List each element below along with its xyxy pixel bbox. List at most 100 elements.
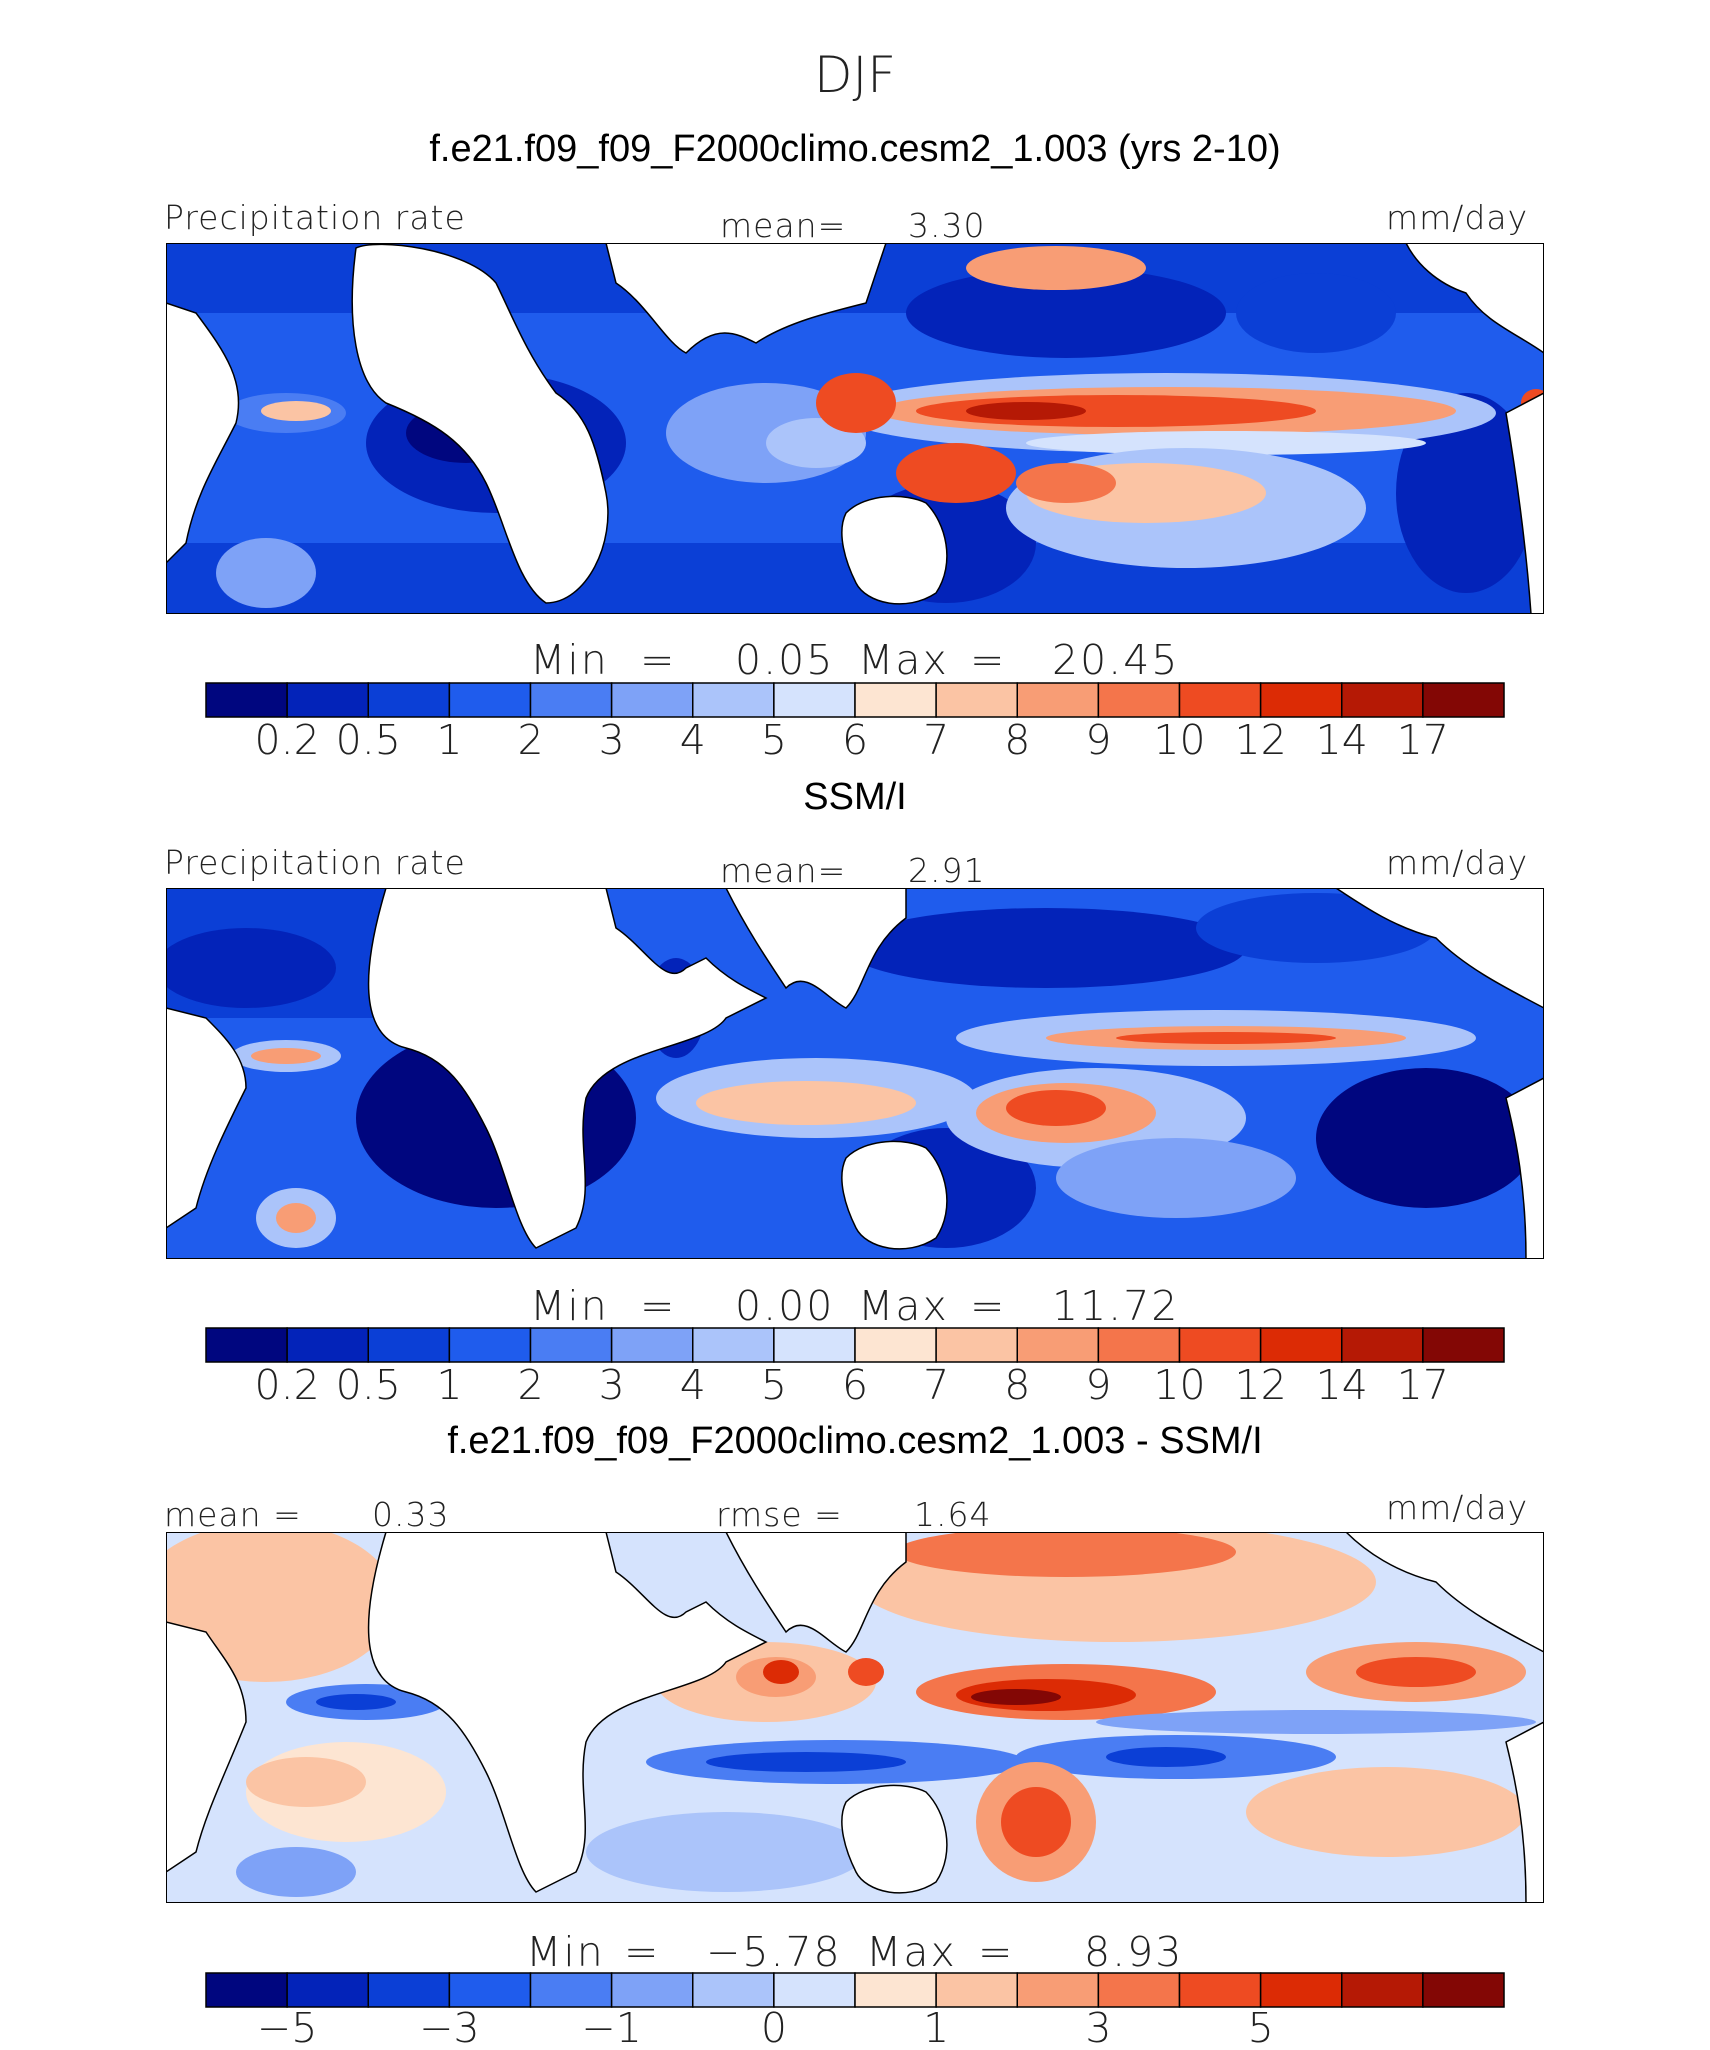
panel2-colorbar-swatch bbox=[1422, 1327, 1505, 1363]
panel3-colorbar-swatch bbox=[610, 1972, 694, 2008]
panel1-colorbar-tick-label: 7 bbox=[923, 720, 949, 764]
panel2-colorbar-swatch bbox=[1097, 1327, 1181, 1363]
panel3-colorbar bbox=[205, 1972, 1505, 2008]
panel3-rmse-label: rmse = bbox=[716, 1495, 843, 1534]
panel1-colorbar-tick-label: 8 bbox=[1004, 720, 1030, 764]
panel3-colorbar-tick-label: 5 bbox=[1248, 2008, 1274, 2050]
panel2-colorbar-tick-label: 14 bbox=[1316, 1365, 1368, 1409]
panel1-colorbar-ticks: 0.2 0.5 1 2 3 4 5 6 7 8 9 10 12 14 17 bbox=[255, 720, 1449, 764]
panel3-title: f.e21.f09_f09_F2000climo.cesm2_1.003 - S… bbox=[447, 1420, 1263, 1462]
panel2-colorbar-tick-label: 10 bbox=[1153, 1365, 1205, 1409]
panel2-mean-label: mean= bbox=[720, 851, 847, 890]
panel2-equals-2: = bbox=[970, 1282, 1007, 1330]
panel2-map-svg bbox=[156, 887, 1545, 1260]
panel3-colorbar-swatch bbox=[1178, 1972, 1262, 2008]
panel1-title: f.e21.f09_f09_F2000climo.cesm2_1.003 (yr… bbox=[429, 128, 1281, 170]
panel1-units: mm/day bbox=[1386, 198, 1529, 237]
panel3-colorbar-swatch bbox=[529, 1972, 613, 2008]
panel2-colorbar-tick-label: 9 bbox=[1085, 1365, 1111, 1409]
panel1-colorbar-swatch bbox=[529, 682, 613, 718]
panel3-colorbar-swatch bbox=[773, 1972, 856, 2008]
panel2-colorbar-tick-label: 3 bbox=[599, 1365, 625, 1409]
panel3-map-svg bbox=[136, 1522, 1545, 1904]
panel3-colorbar-swatch bbox=[286, 1972, 370, 2008]
panel2-units: mm/day bbox=[1386, 843, 1529, 882]
panel3-colorbar-swatch bbox=[935, 1972, 1019, 2008]
panel1-max-label: Max bbox=[858, 636, 949, 684]
panel1-colorbar-swatch bbox=[773, 682, 856, 718]
panel3-map bbox=[136, 1522, 1545, 1904]
panel1-colorbar-tick-label: 1 bbox=[436, 720, 462, 764]
panel1-colorbar-swatch bbox=[286, 682, 370, 718]
panel3-max-label: Max bbox=[866, 1928, 957, 1976]
panel2-colorbar-tick-label: 0.2 bbox=[255, 1365, 320, 1409]
panel1-colorbar-swatch bbox=[854, 682, 937, 718]
panel3-colorbar-tick-label: 0 bbox=[761, 2008, 787, 2050]
panel3-colorbar-tick-label: −1 bbox=[581, 2008, 641, 2050]
panel1-colorbar-swatch bbox=[367, 682, 451, 718]
panel2-min-value: 0.00 bbox=[735, 1282, 835, 1330]
panel2-max-value: 11.72 bbox=[1052, 1282, 1180, 1330]
panel3-colorbar-tick-label: −5 bbox=[257, 2008, 317, 2050]
panel1-mean-value: 3.30 bbox=[908, 206, 986, 245]
panel1-min-value: 0.05 bbox=[735, 636, 835, 684]
south-america-outline bbox=[165, 301, 240, 565]
panel2-colorbar-swatch bbox=[610, 1327, 694, 1363]
panel1-colorbar-swatch bbox=[1016, 682, 1100, 718]
south-america-outline bbox=[165, 1007, 247, 1230]
figure-title: DJF bbox=[813, 46, 896, 104]
asia-outline bbox=[724, 1531, 907, 1653]
panel1-colorbar-tick-label: 6 bbox=[842, 720, 868, 764]
panel3-colorbar-swatch bbox=[1259, 1972, 1343, 2008]
panel2-colorbar-swatch bbox=[692, 1327, 775, 1363]
panel3-colorbar-swatch bbox=[1341, 1972, 1424, 2008]
panel3-colorbar-ticks: −5 −3 −1 0 1 3 5 bbox=[257, 2008, 1274, 2050]
panel1-colorbar-tick-label: 0.2 bbox=[255, 720, 320, 764]
panel2-colorbar-tick-label: 12 bbox=[1235, 1365, 1287, 1409]
panel1-mean-label: mean= bbox=[720, 206, 847, 245]
panel2-colorbar-tick-label: 6 bbox=[842, 1365, 868, 1409]
panel1-colorbar-swatch bbox=[1259, 682, 1343, 718]
panel2-mean-value: 2.91 bbox=[908, 851, 986, 890]
panel1-colorbar-swatch bbox=[1097, 682, 1181, 718]
panel2-colorbar-tick-label: 17 bbox=[1397, 1365, 1449, 1409]
panel1-colorbar-swatch bbox=[1178, 682, 1262, 718]
panel3-max-value: 8.93 bbox=[1084, 1928, 1184, 1976]
australia-outline bbox=[841, 495, 948, 605]
panel2-colorbar-tick-label: 7 bbox=[923, 1365, 949, 1409]
panel2-colorbar-swatch bbox=[854, 1327, 937, 1363]
panel1-colorbar bbox=[205, 682, 1505, 718]
panel1-colorbar-tick-label: 9 bbox=[1085, 720, 1111, 764]
australia-outline bbox=[841, 1140, 948, 1250]
panel2-colorbar-swatch bbox=[1259, 1327, 1343, 1363]
panel1-equals-2: = bbox=[970, 636, 1007, 684]
panel2-map bbox=[156, 887, 1545, 1260]
panel2-land bbox=[165, 887, 1545, 1260]
panel1-colorbar-tick-label: 3 bbox=[599, 720, 625, 764]
panel1-colorbar-tick-label: 0.5 bbox=[336, 720, 401, 764]
panel2-colorbar-swatch bbox=[286, 1327, 370, 1363]
panel2-colorbar-ticks: 0.2 0.5 1 2 3 4 5 6 7 8 9 10 12 14 17 bbox=[255, 1365, 1449, 1409]
panel1-colorbar-tick-label: 17 bbox=[1397, 720, 1449, 764]
panel3-colorbar-swatch bbox=[1016, 1972, 1100, 2008]
panel1-colorbar-swatch bbox=[935, 682, 1019, 718]
panel3-colorbar-swatch bbox=[692, 1972, 775, 2008]
asia-outline bbox=[724, 887, 907, 1009]
asia-outline bbox=[605, 242, 888, 354]
panel1-colorbar-swatch bbox=[610, 682, 694, 718]
panel2-colorbar-tick-label: 1 bbox=[436, 1365, 462, 1409]
panel2-colorbar-swatch bbox=[205, 1327, 288, 1363]
panel1-colorbar-tick-label: 5 bbox=[761, 720, 787, 764]
panel2-colorbar-swatch bbox=[1016, 1327, 1100, 1363]
panel2-colorbar-swatch bbox=[529, 1327, 613, 1363]
panel3-units: mm/day bbox=[1386, 1488, 1529, 1527]
panel3-colorbar-tick-label: 3 bbox=[1085, 2008, 1111, 2050]
panel3-mean-value: 0.33 bbox=[372, 1495, 450, 1534]
panel3-min-label: Min bbox=[526, 1928, 605, 1976]
panel3-equals-1: = bbox=[624, 1928, 661, 1976]
panel2-equals-1: = bbox=[640, 1282, 677, 1330]
panel1-equals-1: = bbox=[640, 636, 677, 684]
panel2-colorbar-swatch bbox=[1178, 1327, 1262, 1363]
panel2-colorbar-swatch bbox=[448, 1327, 532, 1363]
panel1-colorbar-tick-label: 12 bbox=[1235, 720, 1287, 764]
